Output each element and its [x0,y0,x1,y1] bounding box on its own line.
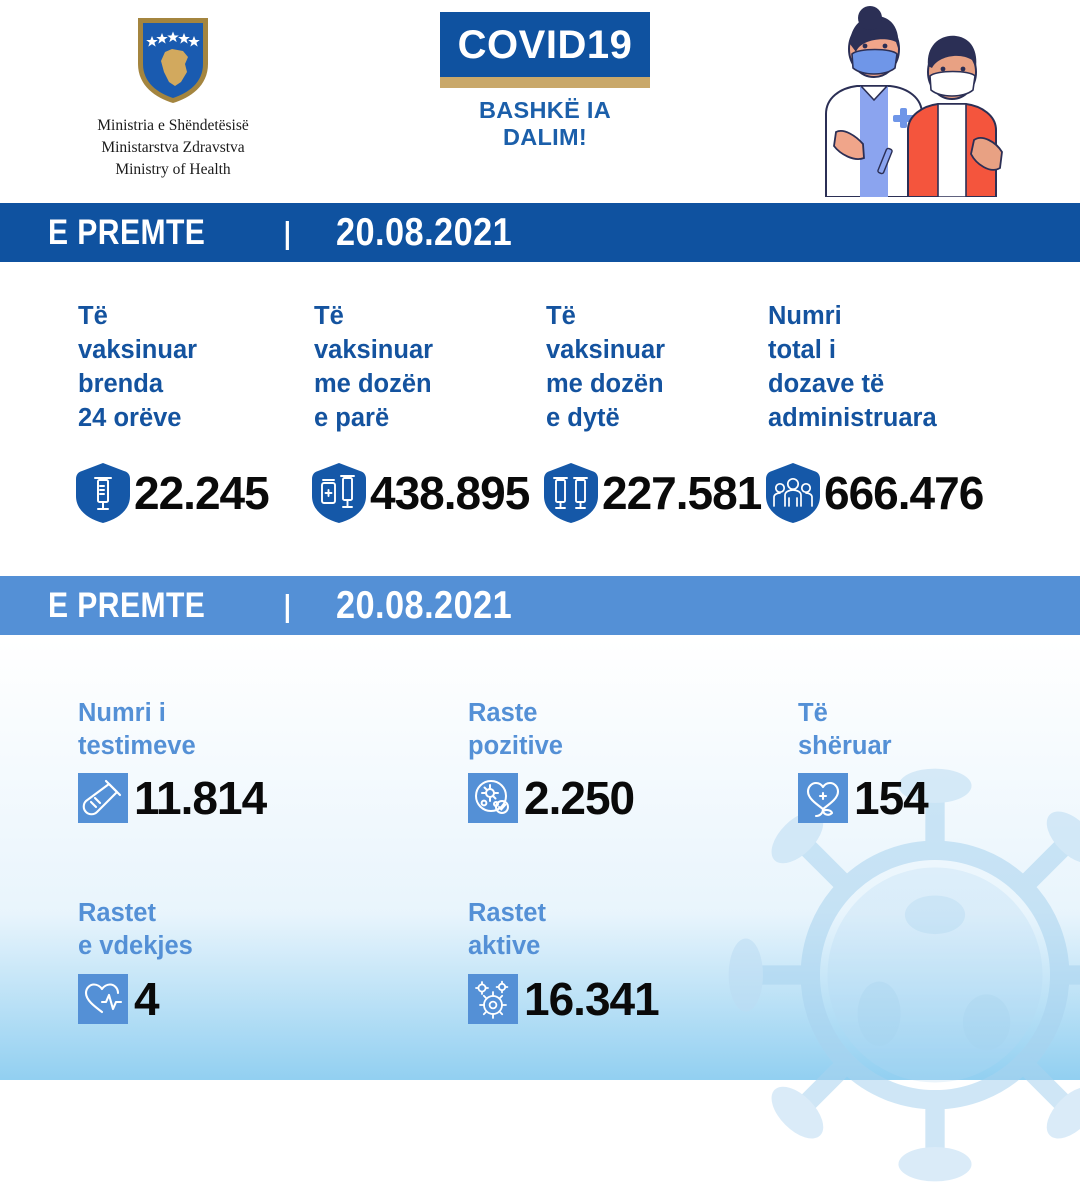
vaccination-section: Të vaksinuar brenda 24 orëve Të vaksinua… [0,262,1080,576]
stat-active: Rastet aktive [468,897,798,1025]
label-line: total i [768,335,836,364]
vaccination-label-24h: Të vaksinuar brenda 24 orëve [78,300,314,436]
label-line: brenda [78,369,164,398]
vaccination-label-second-dose: Të vaksinuar me dozën e dytë [546,300,768,436]
label-line: Të [314,302,344,330]
stat-deaths: Rastet e vdekjes 4 [78,897,468,1025]
label-line: shëruar [798,731,892,760]
banner-separator: | [283,214,291,250]
label-line: e parë [314,403,390,432]
page-header: Ministria e Shëndetësisë Ministarstva Zd… [0,0,1080,203]
shield-two-syringes-icon [544,462,598,523]
shield-vial-syringe-icon [312,462,366,523]
cases-date-banner: E PREMTE | 20.08.2021 [0,576,1080,635]
covid19-title: COVID19 [457,23,633,67]
ministry-name-sq: Ministria e Shëndetësisë [97,117,249,134]
heart-pulse-icon [78,973,128,1024]
vaccination-value-first-dose: 438.895 [310,462,542,524]
label-line: Të [798,699,828,727]
stat-number-active: 16.341 [524,972,660,1025]
covid19-slogan: BASHKË IA DALIM! [479,97,611,150]
label-line: Numri i [78,699,166,727]
label-line: aktive [468,931,541,960]
stat-value-positive: 2.250 [468,771,798,825]
stat-number-deaths: 4 [134,972,160,1025]
vaccination-number-total-doses: 666.476 [824,466,984,519]
stat-recovered: Të shëruar 154 [798,697,1078,825]
stat-value-active: 16.341 [468,972,798,1026]
shield-people-group-icon [766,462,820,523]
label-line: Të [546,302,576,330]
stat-number-recovered: 154 [854,772,929,825]
vaccination-value-second-dose: 227.581 [542,462,764,524]
banner-day-label: E PREMTE [48,585,206,625]
vaccination-date-banner: E PREMTE | 20.08.2021 [0,203,1080,262]
label-line: Rastet [468,899,546,928]
vaccination-number-first-dose: 438.895 [370,466,530,519]
vaccination-labels-row: Të vaksinuar brenda 24 orëve Të vaksinua… [0,300,1080,436]
label-line: 24 orëve [78,403,182,432]
vaccination-values-row: 22.245 438.895 [0,462,1080,524]
vaccination-number-second-dose: 227.581 [602,466,762,519]
stat-value-tests: 11.814 [78,771,468,825]
label-line: Rastet [78,899,156,928]
label-line: pozitive [468,731,563,760]
ministry-name-en: Ministry of Health [115,161,231,178]
banner-separator: | [283,587,291,623]
stat-tests: Numri i testimeve 11.814 [78,697,468,825]
virus-particles-icon [468,973,518,1024]
ministry-name-sr: Ministarstva Zdravstva [101,139,245,156]
vaccination-label-total-doses: Numri total i dozave të administruara [768,300,1018,436]
vaccination-value-24h: 22.245 [74,462,310,524]
stat-label-positive: Raste pozitive [468,697,798,762]
vaccination-value-total-doses: 666.476 [764,462,984,524]
stat-label-recovered: Të shëruar [798,697,1078,762]
stat-number-tests: 11.814 [134,772,267,825]
virus-petri-dish-icon [468,773,518,824]
label-line: vaksinuar [78,335,198,364]
stat-label-deaths: Rastet e vdekjes [78,897,468,962]
label-line: me dozën [546,369,664,398]
label-line: me dozën [314,369,432,398]
label-line: e dytë [546,403,620,432]
banner-date-label: 20.08.2021 [335,583,512,627]
gold-accent-bar [440,77,650,88]
stat-number-positive: 2.250 [524,772,635,825]
label-line: administruara [768,403,937,432]
covid19-title-box: COVID19 [440,12,650,77]
stat-positive: Raste pozitive [468,697,798,825]
stat-label-tests: Numri i testimeve [78,697,468,762]
stat-value-deaths: 4 [78,972,468,1026]
label-line: testimeve [78,731,196,760]
label-line: Raste [468,699,538,727]
stat-value-recovered: 154 [798,771,1078,825]
vaccination-number-24h: 22.245 [134,466,270,519]
kosovo-coat-of-arms-icon [138,18,208,103]
test-tube-icon [78,773,128,824]
label-line: e vdekjes [78,931,193,960]
label-line: vaksinuar [314,335,434,364]
doctor-patient-illustration [825,6,1003,197]
label-line: Numri [768,302,842,330]
shield-syringe-icon [76,462,130,523]
heart-leaf-recovery-icon [798,773,848,824]
label-line: Të [78,302,108,330]
cases-row-primary: Numri i testimeve 11.814 Raste [78,697,1080,825]
label-line: dozave të [768,369,885,398]
cases-section: Numri i testimeve 11.814 Raste [0,635,1080,1026]
ministry-logo-block: Ministria e Shëndetësisë Ministarstva Zd… [48,14,298,181]
cases-row-secondary: Rastet e vdekjes 4 Rastet aktive [78,897,1080,1025]
label-line: vaksinuar [546,335,666,364]
banner-date-label: 20.08.2021 [335,210,512,254]
banner-day-label: E PREMTE [48,212,206,252]
stat-label-active: Rastet aktive [468,897,798,962]
covid19-logo: COVID19 BASHKË IA DALIM! [440,12,650,151]
vaccination-label-first-dose: Të vaksinuar me dozën e parë [314,300,546,436]
ministry-name-lines: Ministria e Shëndetësisë Ministarstva Zd… [48,115,298,181]
